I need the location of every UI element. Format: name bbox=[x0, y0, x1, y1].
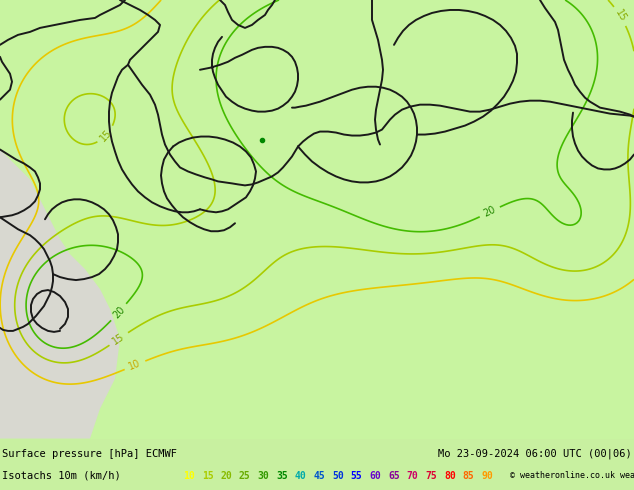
Text: 25: 25 bbox=[239, 471, 250, 481]
Text: 65: 65 bbox=[388, 471, 400, 481]
Text: 10: 10 bbox=[127, 358, 143, 372]
Text: 10: 10 bbox=[183, 471, 195, 481]
Text: 45: 45 bbox=[314, 471, 325, 481]
Text: 15: 15 bbox=[111, 331, 127, 346]
Text: 80: 80 bbox=[444, 471, 456, 481]
Text: 15: 15 bbox=[613, 8, 628, 24]
Text: Mo 23-09-2024 06:00 UTC (00|06): Mo 23-09-2024 06:00 UTC (00|06) bbox=[438, 448, 632, 459]
Text: 55: 55 bbox=[351, 471, 363, 481]
Text: 70: 70 bbox=[407, 471, 418, 481]
Text: 75: 75 bbox=[425, 471, 437, 481]
Text: 60: 60 bbox=[370, 471, 381, 481]
Text: 30: 30 bbox=[257, 471, 269, 481]
Text: 15: 15 bbox=[98, 127, 114, 143]
Text: Isotachs 10m (km/h): Isotachs 10m (km/h) bbox=[2, 471, 120, 481]
Text: © weatheronline.co.uk weatheronline.co.uk: © weatheronline.co.uk weatheronline.co.u… bbox=[510, 471, 634, 480]
Text: 85: 85 bbox=[463, 471, 474, 481]
Text: 20: 20 bbox=[111, 304, 127, 320]
Text: 20: 20 bbox=[482, 205, 498, 219]
Text: 20: 20 bbox=[220, 471, 232, 481]
Text: 90: 90 bbox=[481, 471, 493, 481]
Polygon shape bbox=[0, 149, 120, 439]
Text: 35: 35 bbox=[276, 471, 288, 481]
Text: Surface pressure [hPa] ECMWF: Surface pressure [hPa] ECMWF bbox=[2, 449, 177, 459]
Text: 50: 50 bbox=[332, 471, 344, 481]
Text: 40: 40 bbox=[295, 471, 307, 481]
Text: 15: 15 bbox=[202, 471, 214, 481]
